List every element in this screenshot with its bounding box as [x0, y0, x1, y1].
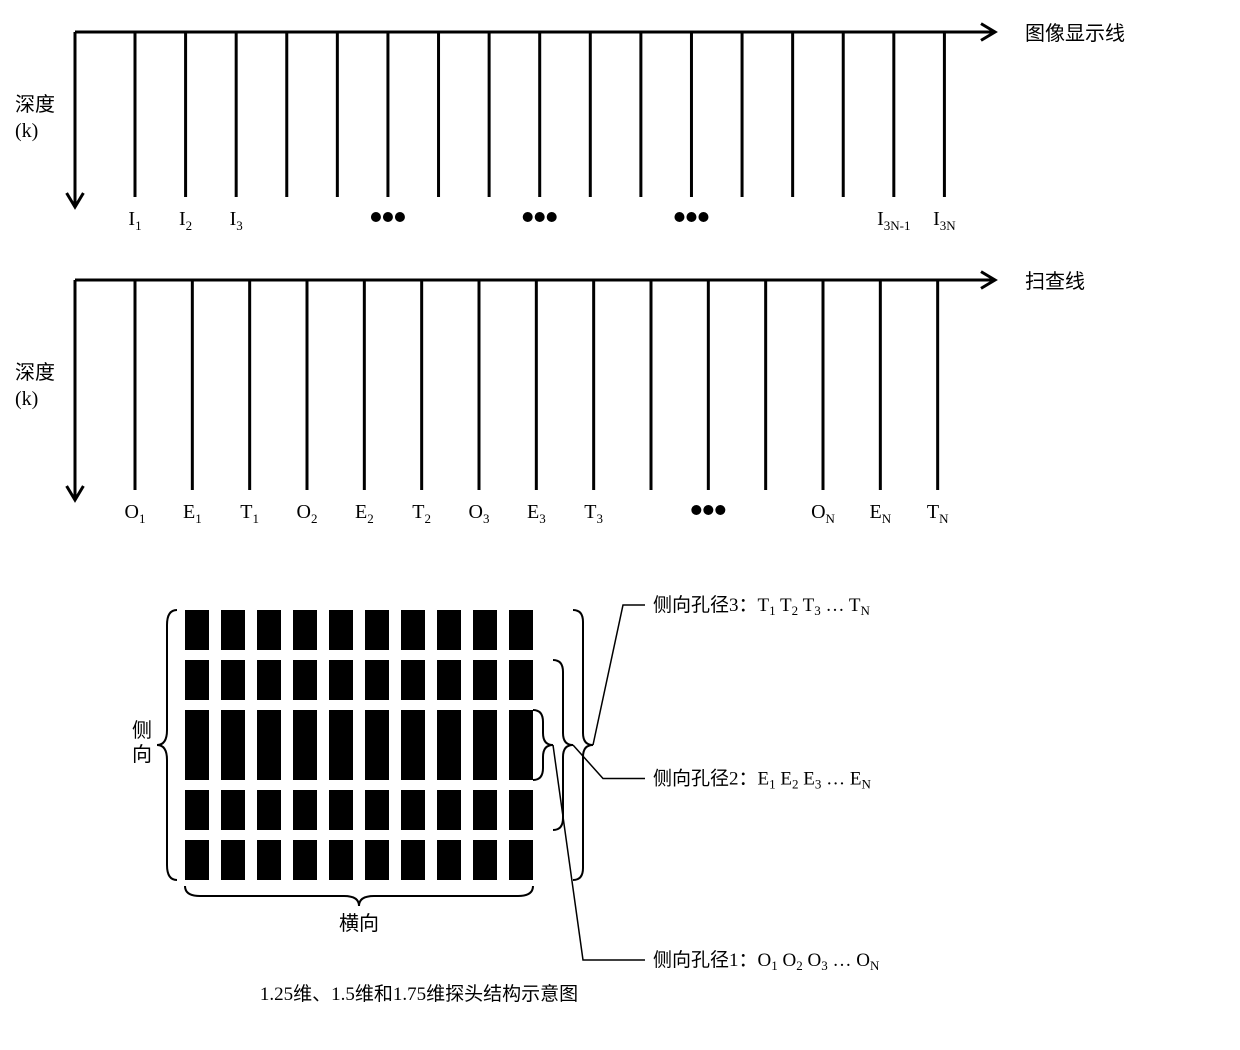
side-label: 侧	[132, 719, 152, 742]
array-cell	[365, 610, 389, 650]
depth-label: 深度	[15, 361, 55, 384]
tick-label: E2	[355, 501, 374, 526]
array-cell	[365, 840, 389, 880]
ellipsis-dot	[691, 505, 701, 515]
tick-label: E3	[527, 501, 546, 526]
array-cell	[437, 840, 461, 880]
array-cell	[473, 660, 497, 700]
tick-label: I3N	[933, 208, 956, 233]
array-cell	[293, 790, 317, 830]
axis-title: 图像显示线	[1025, 22, 1125, 45]
array-cell	[437, 710, 461, 780]
array-cell	[509, 660, 533, 700]
callout-text: 侧向孔径3：T1 T2 T3 … TN	[653, 594, 870, 618]
ellipsis-dot	[547, 212, 557, 222]
tick-label: E1	[183, 501, 202, 526]
tick-label: TN	[927, 501, 949, 526]
array-cell	[257, 790, 281, 830]
array-cell	[293, 610, 317, 650]
array-cell	[401, 710, 425, 780]
array-cell	[401, 610, 425, 650]
array-cell	[329, 790, 353, 830]
array-cell	[185, 660, 209, 700]
ellipsis-dot	[674, 212, 684, 222]
array-cell	[185, 790, 209, 830]
tick-label: I3N-1	[877, 208, 910, 233]
array-cell	[221, 710, 245, 780]
array-cell	[329, 710, 353, 780]
tick-label: T3	[584, 501, 603, 526]
ellipsis-dot	[703, 505, 713, 515]
array-cell	[185, 610, 209, 650]
tick-label: EN	[870, 501, 892, 526]
array-cell	[329, 840, 353, 880]
array-cell	[473, 710, 497, 780]
array-cell	[509, 710, 533, 780]
tick-label: T2	[412, 501, 431, 526]
array-cell	[401, 840, 425, 880]
bottom-label: 横向	[339, 912, 379, 935]
array-cell	[509, 790, 533, 830]
ellipsis-dot	[535, 212, 545, 222]
tick-label: I3	[230, 208, 243, 233]
array-cell	[221, 840, 245, 880]
array-cell	[437, 610, 461, 650]
tick-label: I1	[128, 208, 141, 233]
array-cell	[257, 610, 281, 650]
depth-sub: (k)	[15, 388, 38, 410]
svg-text:向: 向	[132, 743, 152, 766]
array-cell	[365, 790, 389, 830]
array-cell	[221, 610, 245, 650]
bottom-brace	[185, 886, 533, 906]
array-cell	[221, 790, 245, 830]
ellipsis-dot	[383, 212, 393, 222]
array-cell	[365, 710, 389, 780]
callout-text: 侧向孔径2：E1 E2 E3 … EN	[653, 768, 871, 792]
array-cell	[401, 660, 425, 700]
array-cell	[473, 610, 497, 650]
axis-title: 扫查线	[1025, 270, 1085, 293]
array-cell	[473, 840, 497, 880]
left-brace	[157, 610, 177, 880]
array-cell	[401, 790, 425, 830]
callout-leader	[553, 745, 645, 960]
array-cell	[257, 660, 281, 700]
tick-label: O3	[469, 501, 490, 526]
right-brace	[533, 710, 553, 780]
array-cell	[185, 840, 209, 880]
callout-leader	[593, 605, 645, 745]
array-cell	[509, 610, 533, 650]
ellipsis-dot	[686, 212, 696, 222]
array-cell	[257, 840, 281, 880]
array-cell	[437, 790, 461, 830]
array-cell	[329, 610, 353, 650]
array-cell	[293, 660, 317, 700]
tick-label: O2	[297, 501, 318, 526]
tick-label: T1	[240, 501, 259, 526]
array-cell	[293, 840, 317, 880]
array-cell	[185, 710, 209, 780]
ellipsis-dot	[371, 212, 381, 222]
array-cell	[257, 710, 281, 780]
ellipsis-dot	[698, 212, 708, 222]
callout-text: 侧向孔径1：O1 O2 O3 … ON	[653, 949, 880, 973]
depth-sub: (k)	[15, 120, 38, 142]
array-cell	[437, 660, 461, 700]
array-cell	[293, 710, 317, 780]
tick-label: O1	[125, 501, 146, 526]
array-cell	[329, 660, 353, 700]
array-cell	[473, 790, 497, 830]
right-brace	[573, 610, 593, 880]
array-cell	[509, 840, 533, 880]
array-cell	[221, 660, 245, 700]
array-caption: 1.25维、1.5维和1.75维探头结构示意图	[260, 983, 578, 1005]
ellipsis-dot	[395, 212, 405, 222]
tick-label: ON	[811, 501, 835, 526]
depth-label: 深度	[15, 93, 55, 116]
right-brace	[553, 660, 573, 830]
ellipsis-dot	[715, 505, 725, 515]
ellipsis-dot	[523, 212, 533, 222]
tick-label: I2	[179, 208, 192, 233]
array-cell	[365, 660, 389, 700]
